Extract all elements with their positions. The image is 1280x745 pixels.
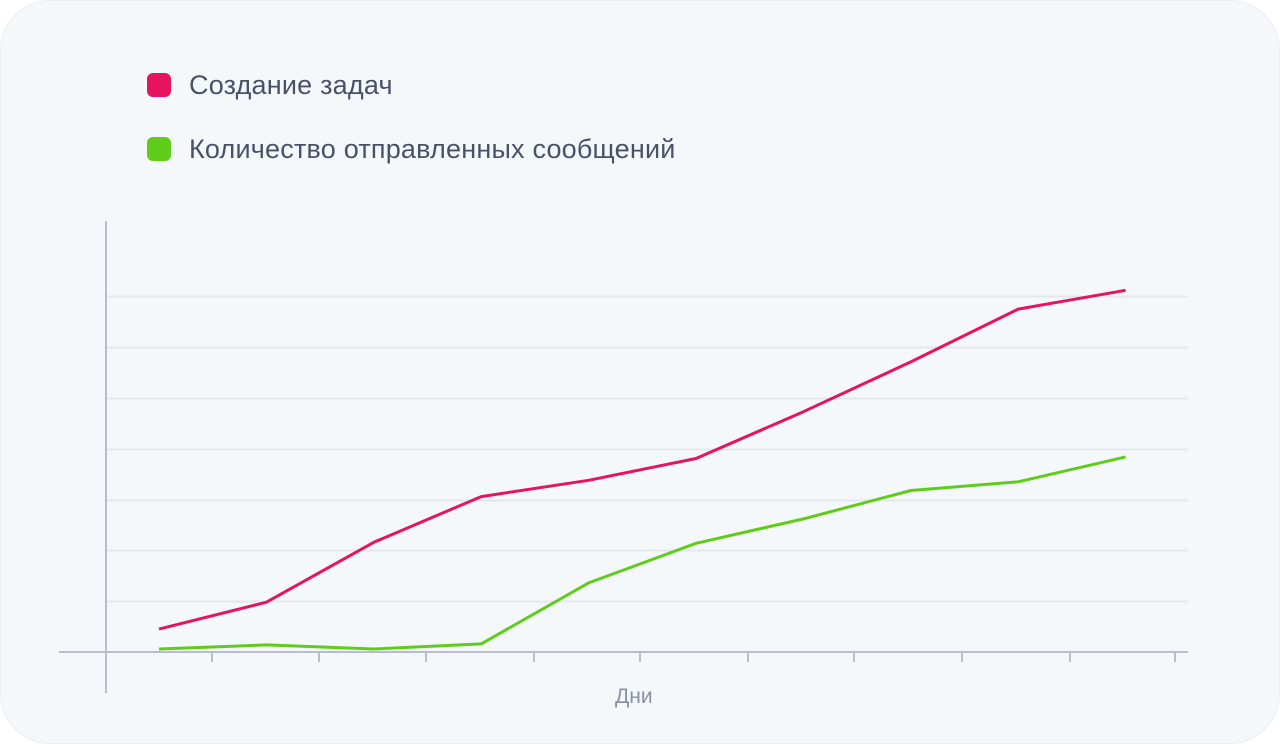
- legend-item-messages[interactable]: Количество отправленных сообщений: [147, 131, 676, 167]
- axes: [59, 221, 1188, 693]
- series-line-messages: [158, 455, 1126, 651]
- legend-swatch-tasks: [147, 73, 171, 97]
- chart-legend: Создание задач Количество отправленных с…: [147, 67, 676, 195]
- series-lines: [158, 288, 1126, 651]
- x-axis-label: Дни: [615, 685, 653, 708]
- legend-item-tasks[interactable]: Создание задач: [147, 67, 676, 103]
- legend-label-tasks: Создание задач: [189, 69, 393, 100]
- gridlines: [107, 295, 1188, 603]
- legend-swatch-messages: [147, 137, 171, 161]
- series-line-tasks: [158, 288, 1126, 631]
- legend-label-messages: Количество отправленных сообщений: [189, 133, 676, 164]
